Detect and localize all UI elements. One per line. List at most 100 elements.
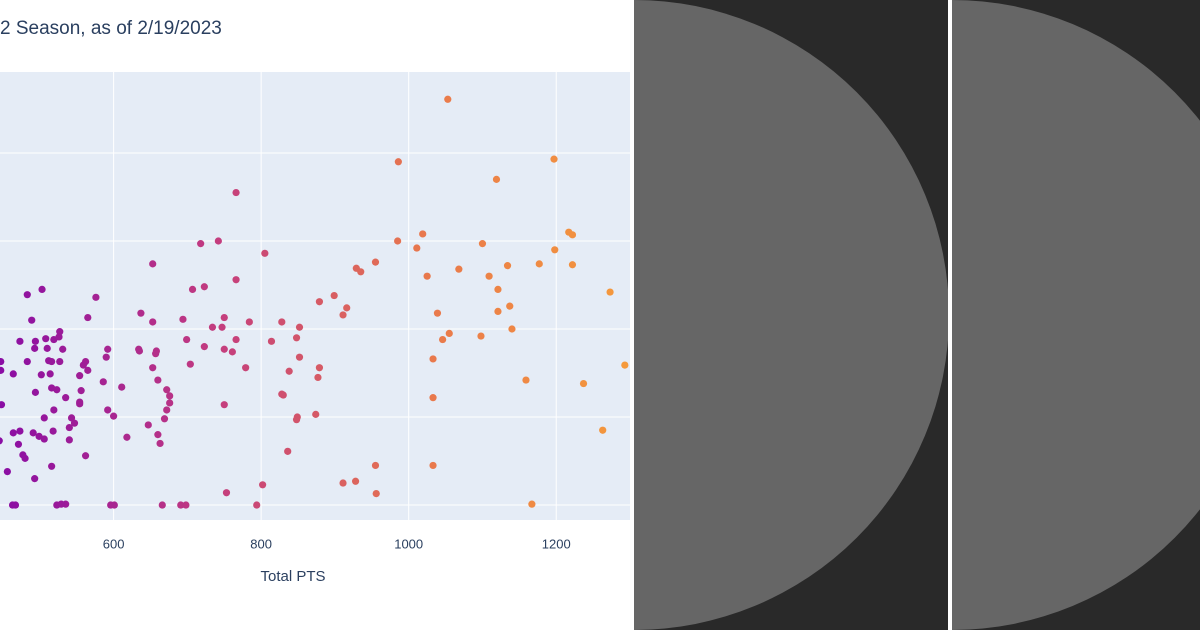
- point: [444, 95, 452, 103]
- x-tick-label: 1000: [394, 536, 423, 551]
- point: [312, 410, 320, 418]
- point: [295, 353, 304, 361]
- point: [84, 313, 92, 322]
- point: [163, 406, 171, 414]
- point: [218, 323, 226, 331]
- point: [200, 283, 208, 291]
- point: [118, 383, 126, 391]
- point: [579, 379, 588, 388]
- point: [503, 262, 512, 270]
- x-tick-label: 1200: [542, 536, 571, 551]
- point: [245, 318, 253, 326]
- point: [53, 386, 61, 394]
- point: [48, 462, 56, 470]
- point: [494, 307, 502, 316]
- point: [123, 433, 131, 441]
- point: [135, 347, 144, 355]
- point: [56, 328, 64, 336]
- point: [79, 361, 87, 369]
- point: [0, 366, 5, 374]
- x-axis-title: Total PTS: [260, 568, 325, 585]
- point: [31, 388, 40, 396]
- half-circle: [952, 0, 1200, 630]
- point: [0, 437, 3, 445]
- point: [413, 244, 421, 252]
- point: [429, 394, 437, 402]
- point: [232, 188, 240, 197]
- point: [330, 291, 338, 300]
- point: [528, 500, 536, 508]
- x-tick-label: 800: [250, 536, 272, 551]
- point: [372, 489, 380, 498]
- point: [522, 376, 530, 384]
- point: [220, 401, 228, 409]
- point: [40, 435, 48, 443]
- point: [76, 400, 84, 408]
- point: [156, 439, 164, 448]
- point: [154, 376, 162, 384]
- point: [160, 415, 169, 423]
- point: [8, 501, 17, 509]
- point: [285, 367, 293, 375]
- point: [242, 364, 250, 372]
- point: [339, 311, 347, 319]
- point: [599, 426, 607, 434]
- point: [16, 427, 24, 435]
- point: [81, 452, 90, 460]
- point: [253, 501, 261, 509]
- point: [551, 246, 559, 254]
- point: [394, 158, 402, 166]
- point: [14, 440, 23, 448]
- point: [144, 421, 152, 429]
- point: [154, 431, 162, 439]
- half-circle: [634, 0, 948, 630]
- point: [419, 230, 427, 238]
- point: [535, 260, 543, 268]
- point: [232, 335, 240, 344]
- point: [371, 258, 380, 266]
- point: [222, 489, 231, 497]
- point: [29, 429, 37, 437]
- point: [110, 412, 118, 420]
- point: [48, 357, 56, 366]
- point: [40, 414, 48, 422]
- point: [508, 325, 516, 333]
- point: [439, 335, 447, 344]
- point: [43, 344, 51, 352]
- point: [343, 304, 351, 312]
- point: [99, 378, 107, 386]
- point: [104, 406, 112, 414]
- x-tick-label: 600: [103, 536, 125, 551]
- point: [21, 454, 29, 462]
- point: [65, 423, 73, 432]
- point: [351, 477, 360, 485]
- point: [77, 387, 85, 395]
- point: [232, 276, 240, 284]
- point: [158, 501, 166, 509]
- point: [278, 390, 286, 398]
- point: [200, 343, 208, 351]
- point: [315, 298, 324, 306]
- point: [314, 373, 322, 382]
- point: [315, 364, 324, 372]
- point: [104, 345, 112, 353]
- point: [295, 323, 304, 331]
- point: [31, 344, 39, 352]
- point: [149, 318, 157, 326]
- point: [445, 329, 453, 338]
- point: [293, 413, 301, 421]
- point: [292, 334, 301, 342]
- point: [188, 285, 197, 293]
- point: [433, 309, 442, 317]
- point: [23, 357, 31, 366]
- point: [429, 461, 437, 470]
- point: [59, 345, 67, 353]
- point: [107, 501, 115, 509]
- point: [478, 240, 487, 248]
- point: [208, 323, 217, 331]
- point: [606, 288, 614, 296]
- point: [0, 401, 6, 409]
- point: [84, 366, 92, 374]
- point: [23, 291, 31, 299]
